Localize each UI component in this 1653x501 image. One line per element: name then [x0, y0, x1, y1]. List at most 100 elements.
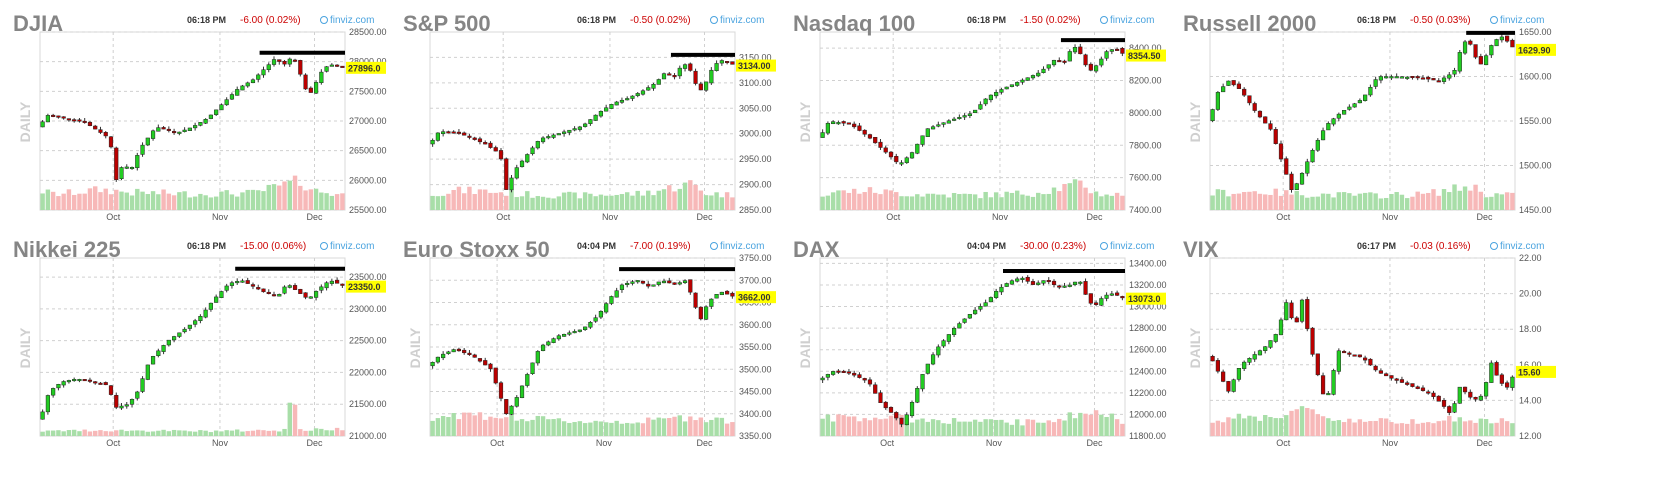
- candle-body: [245, 82, 250, 87]
- candle-body: [1004, 283, 1009, 287]
- volume-bar: [598, 421, 604, 436]
- candle-body: [836, 122, 841, 125]
- volume-bar: [540, 196, 546, 210]
- candle-body: [1215, 360, 1220, 372]
- volume-bar: [1210, 422, 1215, 436]
- candle-body: [340, 283, 345, 286]
- volume-bar: [1436, 195, 1441, 210]
- candle-body: [150, 130, 156, 139]
- candle-body: [619, 284, 625, 290]
- volume-bar: [988, 419, 994, 436]
- last-price-label: 13073.0: [1128, 294, 1161, 304]
- candle-body: [435, 132, 440, 141]
- candle-body: [1020, 79, 1025, 83]
- candle-body: [488, 142, 493, 148]
- y-tick-label: 1450.00: [1519, 205, 1552, 215]
- candle-body: [1294, 183, 1299, 190]
- candle-body: [899, 162, 904, 165]
- volume-bar: [894, 192, 899, 210]
- candle-body: [609, 296, 614, 304]
- candle-body: [635, 93, 640, 97]
- volume-bar: [1426, 422, 1431, 436]
- volume-bar: [1099, 414, 1104, 436]
- volume-bar: [261, 430, 266, 436]
- candle-body: [1310, 327, 1315, 355]
- volume-bar: [108, 194, 114, 210]
- candle-body: [1051, 280, 1057, 285]
- volume-bar: [909, 422, 915, 436]
- volume-bar: [1078, 412, 1083, 436]
- candle-body: [1415, 76, 1420, 79]
- candle-body: [313, 291, 319, 298]
- volume-bar: [93, 430, 98, 436]
- candle-body: [1242, 88, 1247, 96]
- x-tick-label: Oct: [106, 438, 121, 448]
- candle-body: [1452, 70, 1457, 75]
- volume-bar: [667, 417, 672, 436]
- chart-time: 06:18 PM: [1357, 15, 1396, 25]
- finviz-logo-icon: [320, 242, 328, 250]
- volume-bar: [1294, 409, 1299, 436]
- candle-body: [899, 417, 904, 425]
- candle-body: [703, 306, 709, 320]
- volume-bar: [192, 431, 198, 436]
- candle-body: [493, 367, 498, 384]
- volume-bar: [1320, 416, 1326, 436]
- last-price-box: [736, 291, 776, 304]
- candle-body: [235, 281, 240, 284]
- volume-bar: [1462, 421, 1468, 436]
- volume-bar: [967, 421, 973, 436]
- candle-body: [888, 406, 894, 413]
- volume-bar: [682, 421, 688, 436]
- y-tick-label: 11800.00: [1129, 431, 1166, 441]
- volume-bar: [213, 196, 219, 210]
- volume-bar: [1247, 415, 1252, 436]
- volume-bar: [1104, 194, 1109, 210]
- candle-body: [719, 291, 724, 296]
- volume-bar: [873, 417, 878, 436]
- source-label: finviz.com: [330, 241, 374, 252]
- volume-bar: [87, 188, 93, 210]
- volume-bar: [703, 195, 709, 210]
- volume-bar: [1062, 420, 1067, 436]
- candle-body: [525, 154, 530, 163]
- last-price-label: 15.60: [1518, 367, 1541, 377]
- candle-body: [282, 60, 287, 65]
- volume-bar: [461, 412, 467, 436]
- candle-body: [303, 74, 308, 90]
- volume-bar: [820, 418, 825, 436]
- volume-bar: [661, 418, 667, 436]
- chart-change: -0.03 (0.16%): [1410, 241, 1471, 252]
- candle-body: [240, 85, 245, 91]
- candle-body: [472, 137, 477, 140]
- candle-body: [1368, 86, 1373, 96]
- candle-body: [1352, 103, 1357, 108]
- volume-bar: [1457, 417, 1462, 436]
- volume-bar: [224, 430, 229, 436]
- candle-body: [1025, 77, 1030, 81]
- volume-bar: [135, 188, 140, 210]
- volume-bar: [624, 192, 630, 210]
- candle-body: [714, 294, 719, 299]
- timeframe-label: DAILY: [797, 101, 813, 142]
- candle-body: [551, 338, 556, 343]
- candle-body: [187, 127, 192, 131]
- candle-body: [1099, 298, 1104, 306]
- candle-body: [688, 63, 693, 71]
- volume-bar: [187, 431, 193, 436]
- volume-bar: [1341, 422, 1347, 436]
- volume-bar: [1231, 193, 1236, 210]
- candle-body: [472, 354, 477, 358]
- volume-bar: [577, 198, 583, 210]
- candle-body: [61, 116, 66, 119]
- volume-bar: [730, 197, 735, 210]
- volume-bar: [213, 430, 219, 436]
- candle-body: [40, 121, 45, 128]
- chart-panel: 8400.00 8200.00 8000.00 7800.00 7600.00 7400.…: [793, 11, 1166, 222]
- volume-bar: [656, 417, 661, 436]
- candle-body: [51, 114, 56, 117]
- candle-body: [1357, 100, 1362, 104]
- volume-bar: [319, 428, 324, 436]
- y-tick-label: 1550.00: [1519, 116, 1552, 126]
- candle-body: [677, 67, 682, 77]
